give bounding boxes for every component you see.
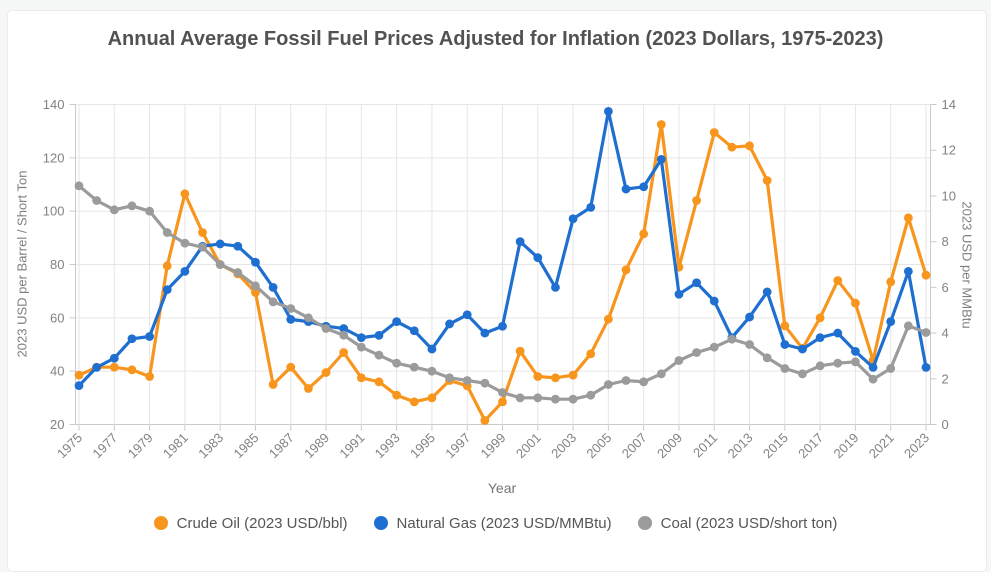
svg-text:1983: 1983 bbox=[195, 430, 226, 461]
y-axis-left-title: 2023 USD per Barrel / Short Ton bbox=[14, 170, 30, 358]
svg-text:1997: 1997 bbox=[442, 430, 473, 461]
crude-oil-legend-marker bbox=[153, 516, 168, 530]
crude-oil-legend-label: Crude Oil (2023 USD/bbl) bbox=[176, 514, 348, 532]
svg-text:14: 14 bbox=[942, 97, 956, 112]
svg-text:1985: 1985 bbox=[231, 430, 262, 461]
svg-text:12: 12 bbox=[942, 143, 956, 158]
svg-text:60: 60 bbox=[50, 310, 64, 325]
svg-text:2: 2 bbox=[942, 371, 949, 386]
svg-text:1987: 1987 bbox=[266, 430, 297, 461]
svg-text:2021: 2021 bbox=[866, 430, 897, 461]
legend-item-coal[interactable]: Coal (2023 USD/short ton) bbox=[637, 514, 838, 532]
svg-text:120: 120 bbox=[43, 150, 65, 165]
svg-text:2011: 2011 bbox=[690, 430, 720, 460]
svg-text:2019: 2019 bbox=[830, 430, 861, 461]
svg-text:1979: 1979 bbox=[125, 430, 156, 461]
svg-text:1995: 1995 bbox=[407, 430, 438, 461]
svg-text:2017: 2017 bbox=[795, 430, 826, 461]
svg-text:100: 100 bbox=[43, 204, 65, 219]
plot-area[interactable]: 20 40 60 80 100 120 140 0 2 4 6 8 10 12 14 1975 1977 1979… bbox=[0, 0, 991, 538]
y-axis-right-title: 2023 USD per MMBtu bbox=[959, 201, 975, 329]
svg-text:1975: 1975 bbox=[54, 430, 85, 461]
chart-title: Annual Average Fossil Fuel Prices Adjust… bbox=[107, 28, 884, 50]
svg-text:1993: 1993 bbox=[372, 430, 403, 461]
natural-gas-legend-marker bbox=[373, 516, 388, 530]
svg-text:40: 40 bbox=[50, 364, 64, 379]
x-axis-title: Year bbox=[487, 480, 517, 496]
svg-text:140: 140 bbox=[43, 97, 65, 112]
svg-text:2003: 2003 bbox=[548, 430, 579, 461]
svg-text:6: 6 bbox=[942, 280, 949, 295]
legend-item-crude-oil[interactable]: Crude Oil (2023 USD/bbl) bbox=[153, 514, 348, 532]
svg-text:4: 4 bbox=[942, 326, 949, 341]
svg-text:20: 20 bbox=[50, 417, 64, 432]
svg-text:1989: 1989 bbox=[301, 430, 332, 461]
svg-text:1977: 1977 bbox=[89, 430, 120, 461]
svg-text:2005: 2005 bbox=[583, 430, 614, 461]
svg-text:8: 8 bbox=[942, 234, 949, 249]
legend-item-natural-gas[interactable]: Natural Gas (2023 USD/MMBtu) bbox=[373, 514, 612, 532]
svg-text:2001: 2001 bbox=[513, 430, 544, 461]
svg-text:1981: 1981 bbox=[160, 430, 191, 461]
svg-text:2013: 2013 bbox=[725, 430, 756, 461]
svg-text:0: 0 bbox=[942, 417, 949, 432]
svg-text:1999: 1999 bbox=[478, 430, 509, 461]
chart-legend: Crude Oil (2023 USD/bbl) Natural Gas (20… bbox=[0, 511, 991, 535]
natural-gas-legend-label: Natural Gas (2023 USD/MMBtu) bbox=[396, 514, 612, 532]
svg-text:1991: 1991 bbox=[336, 430, 367, 461]
svg-text:10: 10 bbox=[942, 188, 956, 203]
svg-text:2009: 2009 bbox=[654, 430, 685, 461]
svg-text:2023: 2023 bbox=[901, 430, 932, 461]
coal-legend-label: Coal (2023 USD/short ton) bbox=[660, 514, 838, 532]
svg-text:80: 80 bbox=[50, 257, 64, 272]
svg-text:2007: 2007 bbox=[619, 430, 650, 461]
coal-legend-marker bbox=[637, 516, 652, 530]
svg-text:2015: 2015 bbox=[760, 430, 791, 461]
